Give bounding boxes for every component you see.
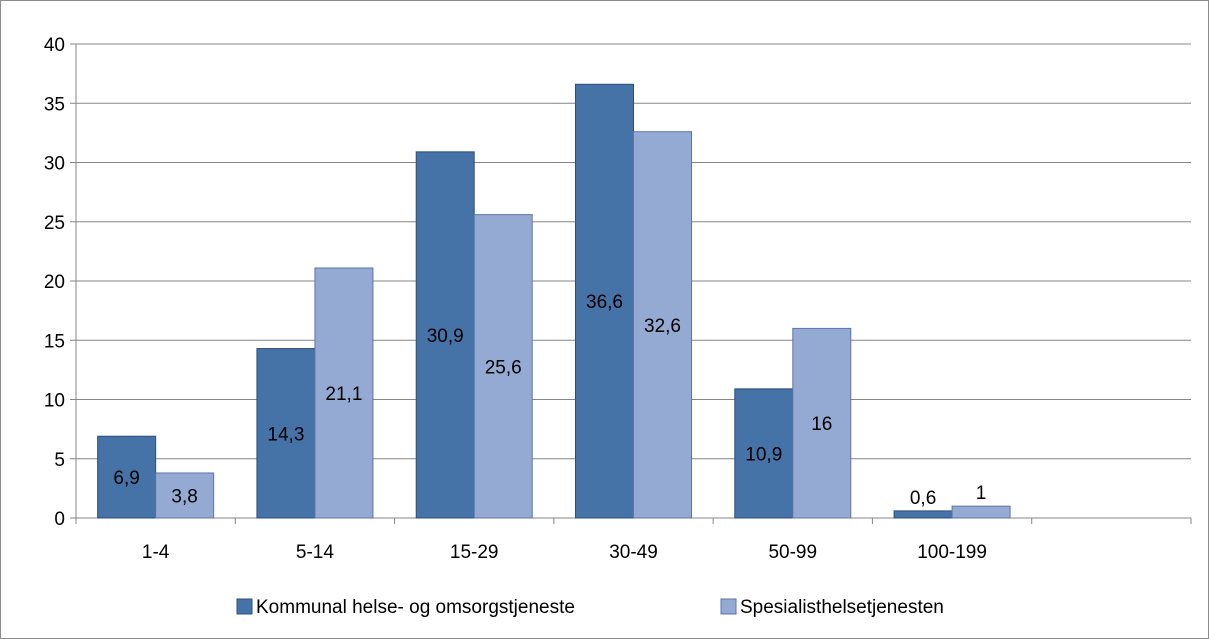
y-tick-label: 25 — [44, 213, 65, 234]
bar-spesialist-4 — [792, 327, 852, 519]
y-tick-label: 0 — [54, 509, 65, 530]
data-label: 36,6 — [586, 292, 623, 313]
x-tick-label: 30-49 — [609, 542, 658, 563]
y-tick-label: 35 — [44, 94, 65, 115]
data-label: 14,3 — [267, 424, 304, 445]
data-label: 32,6 — [644, 316, 681, 337]
bar-spesialist-2 — [473, 214, 533, 519]
bars — [97, 83, 1011, 519]
y-tick-label: 5 — [54, 450, 65, 471]
bar-spesialist-5 — [951, 505, 1011, 519]
data-label: 10,9 — [745, 444, 782, 465]
y-tick-label: 30 — [44, 154, 65, 175]
x-tick-label: 5-14 — [296, 542, 334, 563]
data-label: 3,8 — [171, 486, 197, 507]
data-label: 21,1 — [325, 384, 362, 405]
bar-kommunal-5 — [893, 510, 953, 519]
bar-spesialist-0 — [155, 472, 215, 519]
data-label: 0,6 — [910, 488, 936, 509]
x-tick-label: 50-99 — [768, 542, 817, 563]
data-label: 25,6 — [485, 357, 522, 378]
bar-spesialist-1 — [314, 267, 374, 519]
legend: Kommunal helse- og omsorgstjeneste Spesia… — [236, 597, 944, 618]
bar-kommunal-3 — [575, 83, 634, 519]
data-label: 1 — [976, 483, 987, 504]
legend-label: Kommunal helse- og omsorgstjeneste — [256, 597, 575, 618]
x-tick-label: 100-199 — [917, 542, 987, 563]
data-label: 30,9 — [427, 326, 464, 347]
legend-label: Spesialisthelsetjenesten — [740, 597, 944, 618]
bar-kommunal-1 — [256, 348, 316, 519]
bar-spesialist-3 — [633, 131, 692, 519]
y-tick-label: 40 — [44, 35, 65, 56]
x-tick-label: 15-29 — [450, 542, 499, 563]
data-label: 16 — [811, 414, 832, 435]
legend-swatch — [236, 598, 253, 615]
y-tick-label: 20 — [44, 272, 65, 293]
legend-swatch — [720, 598, 737, 615]
y-tick-label: 10 — [44, 391, 65, 412]
data-label: 6,9 — [113, 468, 139, 489]
data-labels: 6,9 14,3 30,9 36,6 10,9 0,6 3,8 21,1 25,6 32,6 16 1 — [113, 292, 986, 509]
bar-kommunal-0 — [97, 435, 157, 519]
y-tick-label: 15 — [44, 331, 65, 352]
x-tick-label: 1-4 — [142, 542, 170, 563]
bar-kommunal-2 — [415, 151, 475, 519]
